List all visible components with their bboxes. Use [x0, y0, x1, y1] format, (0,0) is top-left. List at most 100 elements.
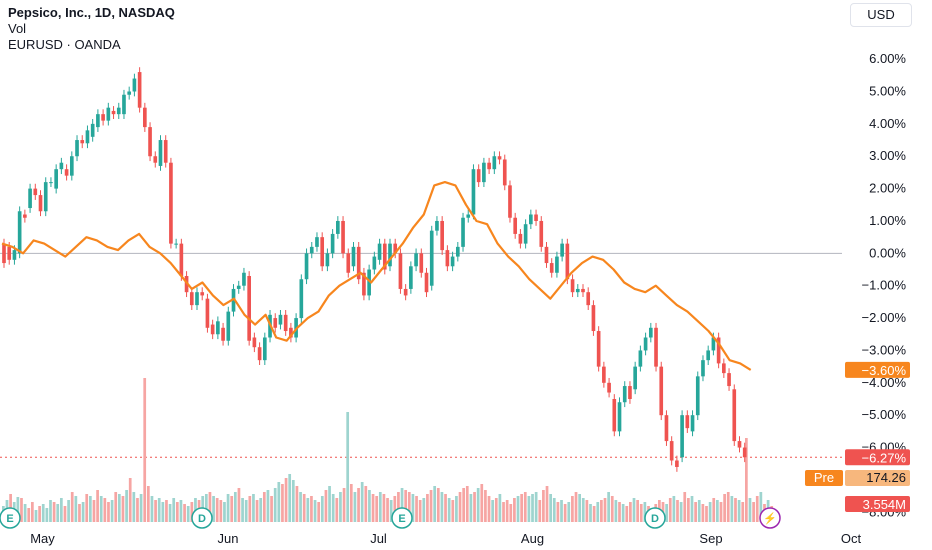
volume-bar — [440, 492, 444, 522]
candle-body — [398, 253, 403, 289]
volume-bar — [150, 496, 154, 522]
candle-body — [549, 263, 554, 273]
event-markers[interactable]: E D E D ⚡ — [0, 507, 781, 529]
volume-bar — [339, 492, 342, 522]
candle-body — [38, 195, 43, 212]
volume-label[interactable]: Vol — [8, 21, 27, 36]
candle-body — [351, 246, 356, 267]
symbol-title[interactable]: Pepsico, Inc., 1D, NASDAQ — [8, 5, 175, 20]
volume-bar — [393, 496, 397, 522]
candle-body — [372, 256, 377, 270]
volume-bar — [146, 486, 150, 522]
compare-symbol-label[interactable]: EURUSD · OANDA — [8, 37, 121, 52]
candle-body — [111, 110, 116, 115]
candle-body — [502, 159, 507, 186]
volume-bar — [534, 492, 538, 522]
volume-bar — [172, 498, 176, 522]
candle-body — [461, 217, 465, 247]
volume-bar — [284, 478, 288, 522]
volume-bar — [237, 488, 241, 522]
candle-body — [575, 288, 580, 293]
candle-body — [586, 292, 591, 306]
volume-bar — [509, 504, 513, 522]
candle-body — [382, 243, 387, 270]
candle-body — [289, 327, 293, 338]
volume-bar — [226, 494, 230, 522]
x-tick-label: Jul — [370, 531, 387, 546]
volume-bar — [273, 488, 277, 522]
compare-line-series[interactable] — [1, 181, 752, 371]
volume-bar — [281, 484, 284, 522]
volume-bar — [357, 488, 360, 522]
candle-body — [247, 276, 251, 341]
candle-body — [685, 415, 690, 429]
candle-body — [455, 246, 460, 257]
candle-body — [643, 337, 648, 351]
volume-bar — [549, 494, 553, 522]
volume-bar — [165, 500, 168, 522]
candle-body — [622, 386, 627, 403]
volume-bar — [364, 486, 368, 522]
candlestick-series[interactable] — [2, 67, 747, 472]
volume-bar — [737, 500, 741, 522]
candle-body — [727, 373, 731, 387]
candle-body — [534, 214, 538, 221]
volume-bar — [730, 496, 734, 522]
candle-body — [226, 311, 231, 341]
split-event-icon — [759, 507, 781, 529]
candle-body — [33, 188, 38, 196]
volume-bar — [552, 498, 556, 522]
volume-bar — [16, 497, 20, 522]
pre-label-badge — [805, 470, 843, 486]
candle-body — [153, 156, 158, 163]
candle-body — [143, 107, 147, 128]
volume-bar — [317, 502, 321, 522]
candle-body — [638, 350, 643, 367]
axis-badges: −3.60% −6.27% Pre 174.26 3.554M — [805, 361, 910, 512]
volume-bar — [687, 498, 690, 522]
candle-body — [325, 253, 330, 267]
candle-body — [393, 243, 398, 254]
candle-body — [49, 182, 53, 184]
candle-body — [628, 386, 632, 399]
y-tick-label: 4.00% — [869, 116, 906, 131]
candle-body — [80, 140, 85, 144]
volume-bar — [382, 494, 386, 522]
volume-bar — [20, 498, 23, 522]
volume-bar — [132, 492, 136, 522]
volume-bar — [360, 482, 364, 522]
volume-bar — [451, 500, 455, 522]
y-tick-label: −4.00% — [862, 375, 907, 390]
volume-bar — [436, 488, 440, 522]
y-tick-label: 6.00% — [869, 51, 906, 66]
volume-bar — [491, 500, 495, 522]
volume-bar — [208, 492, 212, 522]
volume-bar — [411, 494, 415, 522]
candle-body — [591, 305, 596, 332]
price-axis[interactable]: 6.00% 5.00% 4.00% 3.00% 2.00% 1.00% 0.00% −1.00… — [862, 51, 907, 519]
volume-bar — [204, 494, 208, 522]
candle-body — [508, 185, 512, 218]
currency-button[interactable]: USD — [850, 3, 912, 27]
time-axis[interactable]: May Jun Jul Aug Sep Oct — [30, 531, 861, 546]
candle-body — [242, 272, 246, 286]
volume-bar — [581, 498, 585, 522]
candle-body — [106, 107, 111, 121]
candle-body — [544, 246, 549, 264]
candle-body — [529, 214, 533, 225]
volume-bar — [571, 496, 574, 522]
volume-bar — [429, 490, 433, 522]
volume-bar — [458, 492, 462, 522]
candle-body — [482, 162, 486, 183]
volume-bar — [81, 502, 85, 522]
volume-bar — [353, 492, 357, 522]
volume-bar — [589, 504, 592, 522]
volume-bar — [23, 504, 27, 522]
candle-body — [59, 162, 64, 170]
volume-bar — [614, 500, 618, 522]
candle-body — [476, 169, 481, 183]
volume-bar — [125, 490, 128, 522]
candle-body — [12, 250, 17, 260]
candle-body — [742, 447, 747, 458]
